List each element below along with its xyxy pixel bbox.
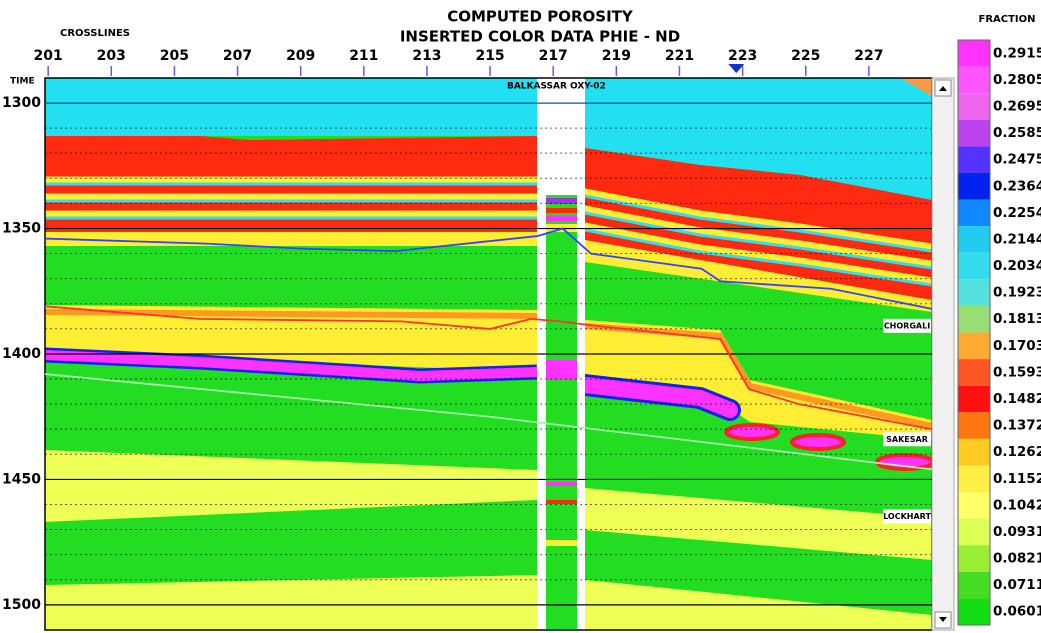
colorbar-cell <box>958 226 990 253</box>
colorbar-tick-label: 0.1152 <box>993 471 1041 487</box>
horizon-line <box>44 227 933 310</box>
colorbar-cell <box>958 93 990 120</box>
colorbar-cell <box>958 492 990 519</box>
colorbar-cell <box>958 438 990 466</box>
horizon-line <box>44 373 933 471</box>
colorbar-cell <box>958 146 990 173</box>
x-tick-label: 217 <box>539 48 568 64</box>
horizon-label: CHORGALI <box>884 321 930 330</box>
colorbar-frame <box>957 39 991 626</box>
colorbar-tick-label: 0.0931 <box>993 524 1041 540</box>
colorbar-tick-label: 0.1593 <box>993 364 1041 380</box>
x-tick-label: 227 <box>854 48 883 64</box>
colorbar-tick-label: 0.0601 <box>993 604 1041 620</box>
colorbar-tick-label: 0.1923 <box>993 285 1041 301</box>
chart-subtitle: INSERTED COLOR DATA PHIE - ND <box>400 28 680 46</box>
colorbar-tick-label: 0.2475 <box>993 152 1041 168</box>
colorbar-cell <box>958 545 990 572</box>
colorbar-tick-label: 0.1042 <box>993 497 1041 513</box>
colorbar-cell <box>958 119 990 147</box>
colorbar-tick-label: 0.2254 <box>993 205 1041 221</box>
colorbar-cell <box>958 252 990 280</box>
colorbar-tick-label: 0.2695 <box>993 98 1041 114</box>
colorbar-tick-label: 0.2805 <box>993 72 1041 88</box>
colorbar-tick-label: 0.0821 <box>993 551 1041 567</box>
x-tick-label: 209 <box>286 48 315 64</box>
x-tick-label: 211 <box>349 48 378 64</box>
x-tick-label: 201 <box>34 48 63 64</box>
horizon-label: SAKESAR <box>886 435 928 444</box>
horizon-line <box>44 305 933 431</box>
x-tick-label: 221 <box>665 48 694 64</box>
colorbar-cell <box>958 172 990 200</box>
colorbar-cell <box>958 412 990 439</box>
x-tick-label: 203 <box>97 48 126 64</box>
y-axis-label: TIME <box>10 77 35 87</box>
colorbar-cell <box>958 359 990 386</box>
colorbar-cell <box>958 199 990 227</box>
colorbar-cell <box>958 279 990 306</box>
colorbar-cell <box>958 40 990 67</box>
y-tick-label: 1450 <box>2 471 41 487</box>
horizon-label-bg <box>883 432 931 447</box>
colorbar-tick-label: 0.1482 <box>993 391 1041 407</box>
crossline-marker <box>728 64 745 73</box>
colorbar-tick-label: 0.2144 <box>993 231 1041 247</box>
colorbar-cell <box>958 518 990 546</box>
x-tick-label: 207 <box>223 48 252 64</box>
colorbar-cell <box>958 385 990 413</box>
scrollbar[interactable] <box>931 77 955 631</box>
colorbar-cell <box>958 571 990 599</box>
well-label: BALKASSAR OXY-02 <box>507 82 606 92</box>
colorbar-cell <box>958 66 990 94</box>
x-tick-label: 215 <box>475 48 504 64</box>
x-tick-label: 205 <box>160 48 189 64</box>
colorbar-tick-label: 0.2364 <box>993 178 1041 194</box>
y-tick-label: 1350 <box>2 221 41 237</box>
x-tick-label: 225 <box>791 48 820 64</box>
colorbar-tick-label: 0.0711 <box>993 577 1041 593</box>
colorbar-tick-label: 0.1703 <box>993 338 1041 354</box>
colorbar-cell <box>958 598 990 625</box>
y-tick-label: 1500 <box>2 597 41 613</box>
y-tick-label: 1300 <box>2 95 41 111</box>
colorbar-tick-label: 0.1262 <box>993 444 1041 460</box>
colorbar-cell <box>958 305 990 333</box>
colorbar-tick-label: 0.2585 <box>993 125 1041 141</box>
y-tick-label: 1400 <box>2 346 41 362</box>
colorbar-tick-label: 0.1813 <box>993 311 1041 327</box>
horizon-label-bg <box>883 509 931 524</box>
colorbar-tick-label: 0.2034 <box>993 258 1041 274</box>
colorbar-tick-label: 0.2915 <box>993 45 1041 61</box>
x-tick-label: 219 <box>602 48 631 64</box>
colorbar-cell <box>958 332 990 360</box>
horizon-label: LOCKHART <box>883 512 931 521</box>
horizon-label-bg <box>883 318 931 333</box>
colorbar-tick-label: 0.1372 <box>993 418 1041 434</box>
x-axis-label: CROSSLINES <box>60 28 130 39</box>
chart-title: COMPUTED POROSITY <box>447 8 634 26</box>
x-tick-label: 223 <box>728 48 757 64</box>
colorbar-cell <box>958 465 990 493</box>
colorbar-title: FRACTION <box>978 14 1035 25</box>
x-tick-label: 213 <box>412 48 441 64</box>
